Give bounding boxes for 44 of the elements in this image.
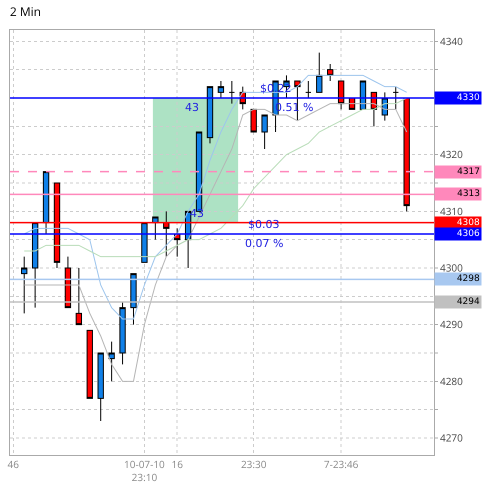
annotation: 0.07 % [245,237,284,250]
x-tick-label: 10-07-10 23:10 [124,457,166,484]
candlestick [76,268,82,326]
ref-line-label: 4294 [456,297,480,307]
y-tick-label: 4270 [440,430,464,444]
y-tick-label: 4280 [440,374,464,388]
ref-line-label: 4298 [456,274,480,284]
x-tick-label: 16 [171,457,184,471]
candlestick [119,302,126,365]
candlestick [316,52,322,93]
candlestick [152,216,159,240]
ref-line-label: 4306 [456,229,480,239]
y-tick-label: 4290 [440,317,464,332]
candlestick [228,80,236,104]
candlestick [404,98,410,212]
candlestick [141,222,148,263]
candlestick [98,352,104,422]
ref-line-label: 4308 [456,218,480,228]
y-tick-label: 4320 [440,147,464,162]
ref-line-label: 4313 [457,189,480,199]
candlestick [108,341,115,382]
candlestick [218,80,224,98]
chart-title: 2 Min [10,2,42,20]
x-tick-label: 46 [8,457,20,471]
x-tick-label: 23:30 [240,457,267,471]
candlestick [86,330,93,399]
candlestick [327,64,334,82]
ref-line-label: 4317 [457,167,480,177]
annotation: 43 [185,101,199,114]
candlestick [338,80,344,110]
ref-line-label: 4330 [456,93,480,103]
candlestick [250,108,257,132]
line-series [24,98,408,258]
y-tick-label: 4310 [440,204,464,218]
y-tick-label: 4340 [440,34,464,48]
candlestick [261,114,268,150]
x-tick-label: 7-23:46 [324,457,359,471]
candlestick [21,256,28,314]
candlestick [64,256,72,308]
candlestick [392,86,399,110]
y-tick-label: 4300 [440,260,464,274]
candlestick [32,222,38,308]
candlestick [206,86,214,144]
candlestick [305,80,312,98]
